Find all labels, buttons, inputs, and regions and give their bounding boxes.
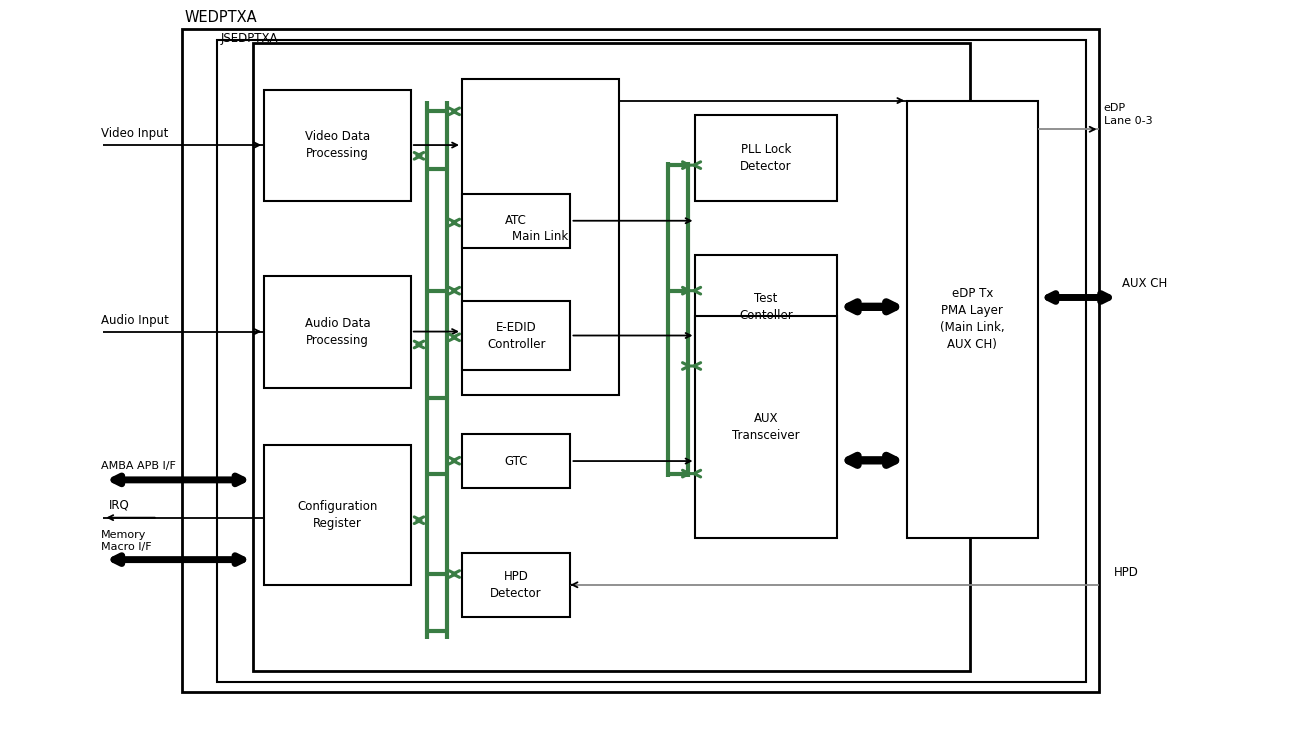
Bar (264, 90, 411, 201)
Text: IRQ: IRQ (109, 499, 129, 512)
Bar (462, 79, 619, 395)
Bar (462, 194, 570, 247)
Bar (253, 43, 970, 671)
Bar (462, 434, 570, 488)
Text: Video Data
Processing: Video Data Processing (305, 130, 370, 160)
Text: Memory
Macro I/F: Memory Macro I/F (101, 530, 151, 553)
Bar (181, 29, 1099, 692)
Text: eDP Tx
PMA Layer
(Main Link,
AUX CH): eDP Tx PMA Layer (Main Link, AUX CH) (940, 288, 1005, 351)
Text: Audio Data
Processing: Audio Data Processing (305, 317, 370, 347)
Text: GTC: GTC (504, 455, 528, 468)
Text: ATC: ATC (506, 214, 528, 227)
Text: Video Input: Video Input (101, 127, 168, 140)
Text: Audio Input: Audio Input (101, 313, 169, 326)
Bar (217, 40, 1086, 681)
Bar (462, 553, 570, 617)
Text: HPD
Detector: HPD Detector (490, 569, 542, 600)
Text: JSEDPTXA: JSEDPTXA (221, 32, 278, 45)
Bar (908, 100, 1037, 538)
Bar (462, 302, 570, 370)
Text: Configuration
Register: Configuration Register (297, 500, 378, 530)
Text: AUX CH: AUX CH (1122, 277, 1168, 291)
Text: WEDPTXA: WEDPTXA (185, 10, 257, 25)
Bar (696, 115, 837, 201)
Text: PLL Lock
Detector: PLL Lock Detector (740, 143, 791, 173)
Text: HPD: HPD (1113, 566, 1138, 579)
Text: eDP
Lane 0-3: eDP Lane 0-3 (1104, 103, 1152, 126)
Bar (264, 445, 411, 585)
Text: Test
Contoller: Test Contoller (740, 292, 793, 322)
Text: AUX
Transceiver: AUX Transceiver (732, 412, 800, 442)
Bar (696, 255, 837, 359)
Bar (696, 315, 837, 538)
Bar (264, 277, 411, 387)
Text: Main Link: Main Link (512, 231, 569, 243)
Text: AMBA APB I/F: AMBA APB I/F (101, 461, 176, 471)
Text: E-EDID
Controller: E-EDID Controller (487, 321, 546, 351)
